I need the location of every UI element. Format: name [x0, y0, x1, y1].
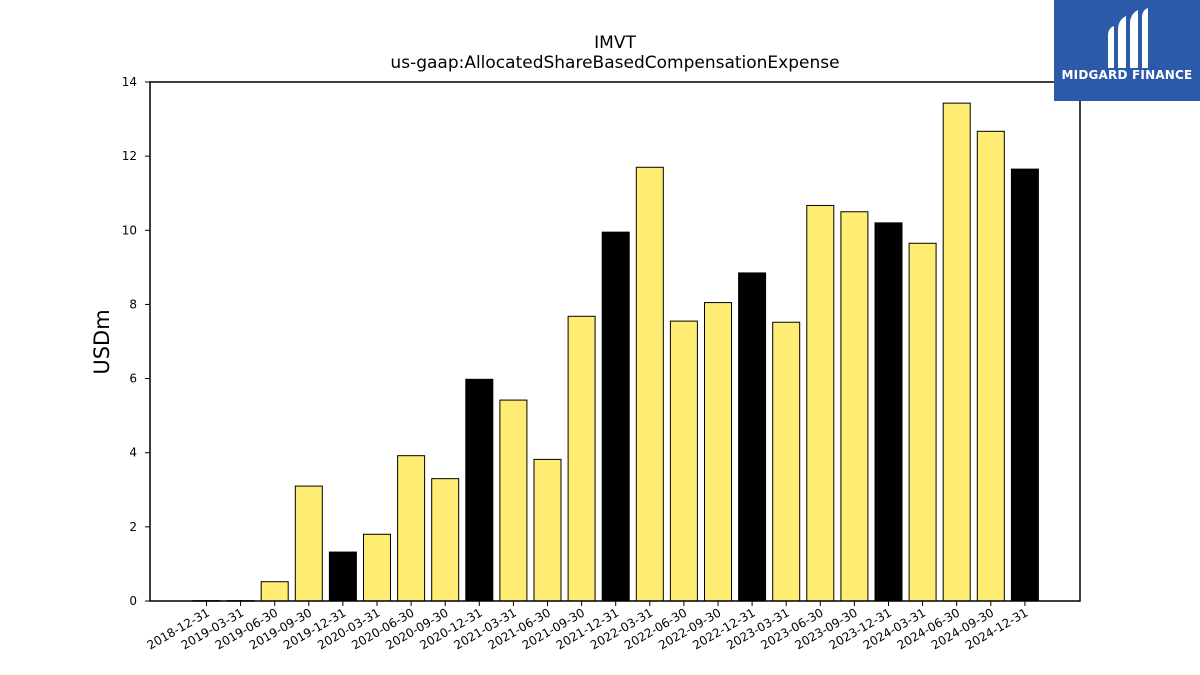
bar-2021-09-30: [567, 315, 596, 602]
y-ticks-group: 0 2 4 6 8 10 12 14: [122, 75, 150, 608]
bar-2020-06-30: [397, 455, 426, 602]
y-tick-label: 12: [122, 149, 137, 163]
bar-2022-12-31: [738, 272, 767, 602]
bar-2024-12-31: [1010, 168, 1039, 602]
bar-2019-06-30: [260, 581, 289, 602]
bar-2022-09-30: [704, 302, 732, 602]
chart-title: IMVT: [594, 33, 636, 53]
bar-2021-12-31: [601, 231, 630, 602]
x-ticks-group: 2018-12-312019-03-312019-06-302019-09-30…: [145, 601, 1030, 652]
bar-2020-12-31: [465, 378, 494, 602]
y-tick-label: 14: [122, 75, 137, 89]
bar-2024-09-30: [976, 130, 1005, 602]
y-tick-label: 2: [129, 520, 137, 534]
bar-2024-06-30: [942, 102, 971, 602]
y-tick-label: 10: [122, 223, 137, 237]
bar-2023-03-31: [772, 321, 801, 602]
logo-mark-icon: [1108, 8, 1148, 68]
bar-2023-09-30: [840, 211, 869, 602]
bar-2021-06-30: [533, 458, 562, 602]
logo-text: MIDGARD FINANCE: [1061, 68, 1193, 82]
bar-2024-03-31: [908, 242, 937, 602]
y-tick-label: 0: [129, 594, 137, 608]
bar-2019-09-30: [294, 485, 323, 602]
bar-2020-09-30: [431, 478, 460, 602]
bar-2021-03-31: [499, 399, 528, 602]
y-tick-label: 8: [129, 297, 137, 311]
bar-2022-03-31: [635, 166, 664, 602]
midgard-finance-logo: MIDGARD FINANCE: [1054, 0, 1200, 101]
bar-2020-03-31: [363, 533, 391, 602]
bar-2023-06-30: [806, 204, 835, 602]
y-tick-label: 4: [129, 446, 137, 460]
y-axis-label: USDm: [90, 309, 114, 374]
chart-subtitle: us-gaap:AllocatedShareBasedCompensationE…: [390, 53, 839, 73]
bar-2023-12-31: [874, 222, 903, 602]
bar-2022-06-30: [669, 320, 698, 602]
bar-2019-12-31: [328, 551, 357, 602]
plot-frame: [149, 81, 1081, 602]
y-tick-label: 6: [129, 372, 137, 386]
bars-group: [192, 102, 1039, 602]
